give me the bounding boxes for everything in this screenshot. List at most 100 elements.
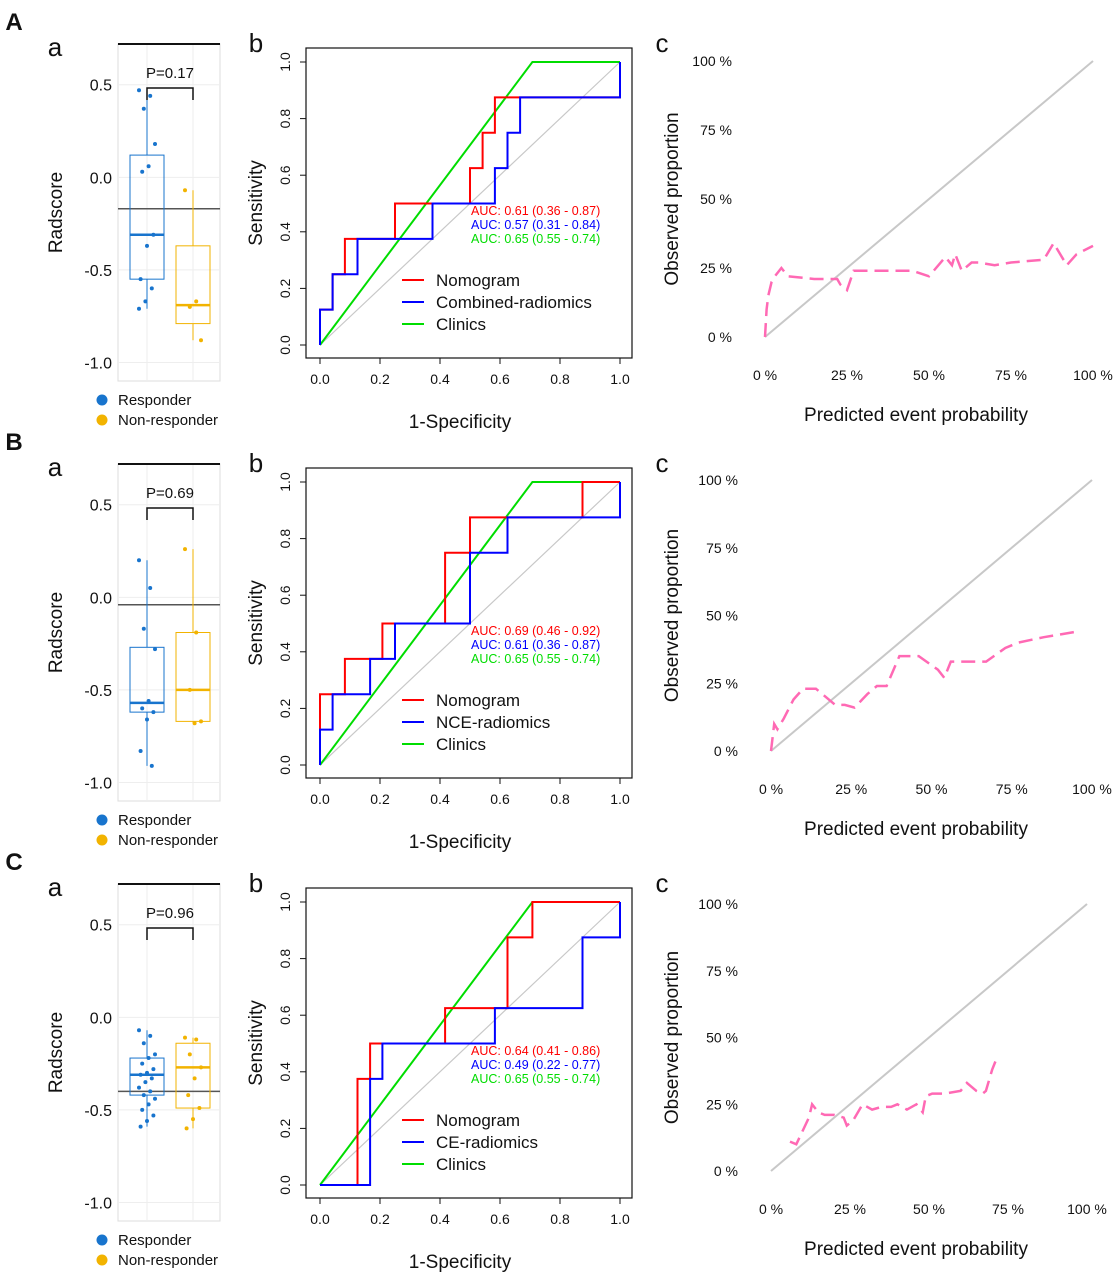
y-axis-label: Observed proportion — [662, 951, 683, 1124]
x-tick-label: 0.2 — [370, 1211, 390, 1227]
legend-label: Nomogram — [436, 271, 520, 290]
x-axis-label: Predicted event probability — [804, 405, 1028, 426]
legend-label: Nomogram — [436, 691, 520, 710]
p-value: P=0.96 — [146, 905, 194, 922]
data-point — [146, 1102, 151, 1107]
data-point — [140, 706, 145, 711]
data-point — [145, 1119, 149, 1124]
data-point — [153, 141, 157, 146]
x-tick-label: 0.2 — [370, 371, 390, 387]
panel-label: A — [5, 9, 22, 36]
box-non-responder — [175, 1035, 211, 1131]
plot-frame — [305, 467, 633, 779]
y-tick-label: 75 % — [700, 122, 732, 138]
data-point — [137, 88, 141, 93]
y-tick-label: 0.0 — [90, 170, 112, 187]
data-point — [199, 1065, 203, 1070]
data-point — [141, 1093, 146, 1098]
roc-curve-clinics — [319, 61, 620, 346]
data-point — [137, 306, 141, 311]
y-tick-label: 0.5 — [90, 498, 112, 515]
x-tick-label: 0.0 — [310, 1211, 330, 1227]
legend-label: Responder — [118, 392, 191, 409]
legend-dot-non-responder — [96, 1254, 108, 1266]
y-tick-label: 50 % — [700, 191, 732, 207]
data-point — [145, 243, 149, 248]
data-point — [153, 1052, 157, 1057]
y-tick-label: 0.2 — [277, 278, 293, 298]
data-point — [141, 626, 146, 631]
legend-label: Clinics — [436, 1155, 486, 1174]
legend-label: Nomogram — [436, 1111, 520, 1130]
y-tick-label: 0.5 — [90, 918, 112, 935]
y-tick-label: 25 % — [700, 260, 732, 276]
y-tick-label: 50 % — [706, 608, 738, 624]
auc-label-combined-radiomics: AUC: 0.57 (0.31 - 0.84) — [471, 218, 600, 232]
x-tick-label: 50 % — [913, 1201, 945, 1217]
sublabel-c: c — [656, 28, 669, 58]
x-tick-label: 25 % — [831, 367, 863, 383]
y-axis-label: Radscore — [46, 172, 67, 253]
data-point — [140, 169, 145, 174]
legend-dot-non-responder — [96, 414, 108, 426]
calibration-curve — [789, 1061, 997, 1146]
data-point — [197, 1106, 202, 1111]
x-tick-label: 100 % — [1067, 1201, 1107, 1217]
panel-label: C — [5, 849, 22, 876]
y-axis-label: Sensitivity — [246, 580, 267, 666]
legend-dot-responder — [96, 1234, 108, 1246]
legend-dot-responder — [96, 814, 108, 826]
box-non-responder — [175, 188, 211, 343]
x-tick-label: 50 % — [916, 781, 948, 797]
roc-curve-combined-radiomics — [319, 62, 621, 345]
boxplot: a 0.5 0.0 -0.5 -1.0 Radscore P=0.96 Responder No… — [46, 872, 221, 1269]
sublabel-a: a — [48, 452, 63, 482]
y-tick-label: 0.8 — [277, 109, 293, 129]
legend-label: Clinics — [436, 735, 486, 754]
x-tick-label: 1.0 — [610, 1211, 630, 1227]
data-point — [145, 717, 149, 722]
y-axis-label: Sensitivity — [246, 160, 267, 246]
sublabel-a: a — [48, 872, 63, 902]
boxplot: a 0.5 0.0 -0.5 -1.0 Radscore P=0.69 Responder No… — [46, 452, 221, 849]
roc-curve-nomogram — [320, 901, 620, 1186]
plot-frame — [305, 47, 633, 359]
box — [175, 632, 211, 722]
data-point — [143, 1080, 148, 1085]
auc-label-nomogram: AUC: 0.61 (0.36 - 0.87) — [471, 204, 600, 218]
data-point — [146, 1056, 151, 1061]
x-axis-label: Predicted event probability — [804, 819, 1028, 840]
box-non-responder — [175, 547, 211, 726]
data-point — [194, 299, 199, 304]
y-tick-label: 0.0 — [277, 1175, 293, 1195]
y-tick-label: 0.5 — [90, 78, 112, 95]
auc-label-clinics: AUC: 0.65 (0.55 - 0.74) — [471, 652, 600, 666]
roc-plot: b 0.0 0.0 0.2 0.2 0.4 0.4 0.6 0.6 0.8 0.8 1.0 1.0 1-S… — [246, 448, 633, 853]
y-tick-label: 50 % — [706, 1030, 738, 1046]
x-tick-label: 0 % — [759, 781, 783, 797]
data-point — [151, 1113, 156, 1118]
data-point — [149, 286, 154, 291]
y-tick-label: 0.2 — [277, 698, 293, 718]
x-tick-label: 50 % — [913, 367, 945, 383]
y-axis-label: Observed proportion — [662, 529, 683, 702]
panel-label: B — [5, 429, 22, 456]
data-point — [153, 647, 157, 652]
y-tick-label: 25 % — [706, 1096, 738, 1112]
x-axis-label: Predicted event probability — [804, 1239, 1028, 1260]
y-tick-label: 75 % — [706, 540, 738, 556]
data-point — [140, 1107, 145, 1112]
data-point — [151, 232, 156, 237]
data-point — [148, 586, 153, 591]
roc-plot: b 0.0 0.0 0.2 0.2 0.4 0.4 0.6 0.6 0.8 0.8 1.0 1.0 1-S… — [246, 868, 633, 1273]
legend-label: Responder — [118, 1232, 191, 1249]
legend-label: Non-responder — [118, 412, 218, 429]
data-point — [199, 338, 203, 343]
auc-label-clinics: AUC: 0.65 (0.55 - 0.74) — [471, 1072, 600, 1086]
calibration-plot: c 100 % 75 % 50 % 25 % 0 % 0 % 25 % 50 % 75 % 100 … — [656, 28, 1113, 426]
y-tick-label: 0.6 — [277, 165, 293, 185]
box — [175, 245, 211, 325]
calibration-curve — [769, 630, 1077, 752]
legend-label: Non-responder — [118, 832, 218, 849]
x-tick-label: 0.0 — [310, 791, 330, 807]
